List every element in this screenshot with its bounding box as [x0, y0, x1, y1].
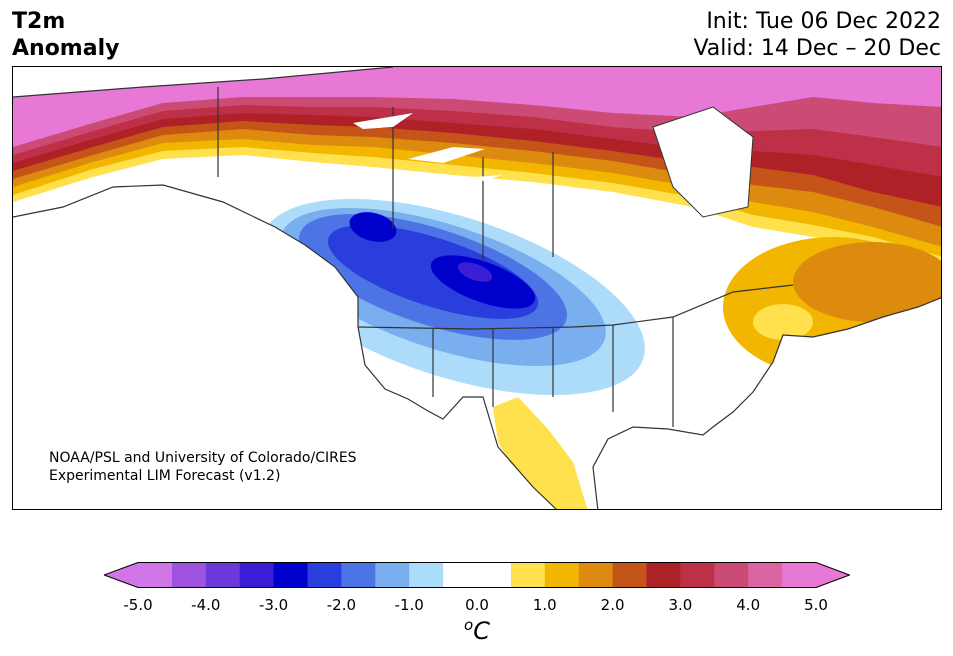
temperature-shading: [13, 67, 941, 509]
valid-date: Valid: 14 Dec – 20 Dec: [693, 36, 941, 61]
colorbar-segment: [680, 562, 715, 588]
colorbar-segment: [477, 562, 512, 588]
colorbar-tick-label: 2.0: [600, 596, 625, 614]
credit-line-1: NOAA/PSL and University of Colorado/CIRE…: [49, 450, 357, 466]
colorbar-tick-label: -5.0: [123, 596, 153, 614]
colorbar-segment: [409, 562, 444, 588]
map-canvas: [13, 67, 941, 509]
colorbar-segment: [748, 562, 783, 588]
colorbar-tick-label: -2.0: [326, 596, 357, 614]
colorbar-extend-low: [104, 562, 138, 588]
colorbar-segment: [138, 562, 173, 588]
colorbar-tick-label: 4.0: [736, 596, 761, 614]
colorbar-segment: [612, 562, 647, 588]
anomaly-map: [12, 66, 942, 510]
colorbar-segments: [138, 562, 817, 588]
unit-celsius: C: [473, 617, 490, 645]
colorbar-tick-label: -1.0: [394, 596, 424, 614]
colorbar-segment: [273, 562, 308, 588]
coastlines: [13, 67, 941, 509]
unit-degree: o: [464, 616, 474, 634]
colorbar-tick-label: 1.0: [532, 596, 557, 614]
colorbar-ticks: -5.0 -4.0 -3.0 -2.0 -1.0 0.0 1.0 2.0 3.0 4.0 5.0: [0, 596, 953, 616]
title-line-1: T2m: [12, 9, 66, 34]
map-title: T2m Anomaly: [12, 8, 119, 62]
water-bodies: [353, 106, 754, 218]
colorbar-segment: [341, 562, 376, 588]
forecast-dates: Init: Tue 06 Dec 2022 Valid: 14 Dec – 20…: [693, 8, 941, 62]
colorbar-unit: oC: [464, 616, 490, 645]
colorbar: [104, 562, 850, 588]
colorbar-segment: [239, 562, 275, 588]
colorbar-segment: [443, 562, 478, 588]
colorbar-tick-label: 3.0: [668, 596, 693, 614]
colorbar-segment: [646, 562, 681, 588]
colorbar-tick-label: 5.0: [804, 596, 828, 614]
credit-line-2: Experimental LIM Forecast (v1.2): [49, 468, 281, 484]
colorbar-segment: [171, 562, 207, 588]
colorbar-segment: [307, 562, 342, 588]
colorbar-segment: [205, 562, 241, 588]
colorbar-tick-label: 0.0: [465, 596, 489, 614]
colorbar-tick-label: -3.0: [258, 596, 289, 614]
colorbar-tick-label: -4.0: [191, 596, 221, 614]
title-line-2: Anomaly: [12, 36, 120, 61]
init-date: Init: Tue 06 Dec 2022: [706, 9, 941, 34]
colorbar-segment: [375, 562, 410, 588]
credit-text: NOAA/PSL and University of Colorado/CIRE…: [49, 449, 357, 485]
colorbar-extend-high: [816, 562, 850, 588]
colorbar-segment: [510, 562, 546, 588]
colorbar-segment: [544, 562, 580, 588]
colorbar-segment: [782, 562, 817, 588]
colorbar-segment: [578, 562, 614, 588]
colorbar-segment: [714, 562, 749, 588]
